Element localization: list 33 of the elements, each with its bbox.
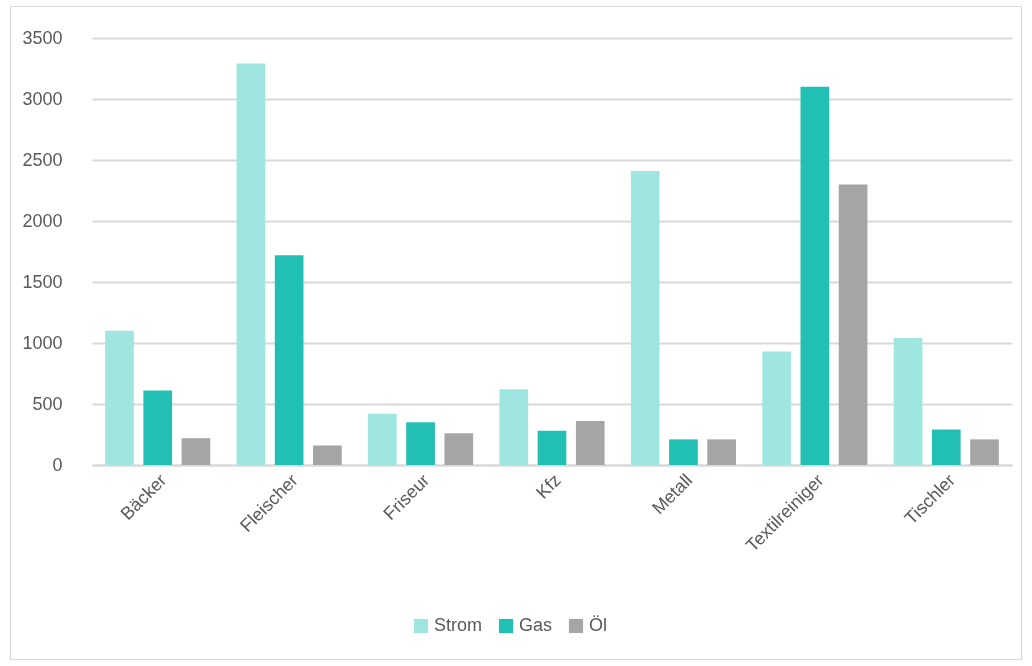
y-tick-label: 1000 (22, 332, 63, 353)
legend-label: Gas (519, 615, 553, 635)
bar (406, 422, 435, 465)
y-tick-label: 3000 (22, 88, 63, 109)
y-tick-label: 1500 (22, 271, 63, 292)
y-tick-label: 2000 (22, 210, 63, 231)
bar (105, 330, 134, 465)
bar (537, 430, 567, 465)
bar (274, 255, 304, 465)
bar (931, 429, 961, 465)
bar (893, 338, 923, 465)
legend-label: Strom (434, 615, 483, 635)
bar (368, 413, 397, 465)
x-tick-label: Kfz (532, 470, 565, 503)
y-tick-label: 2500 (22, 149, 63, 170)
bar (838, 184, 868, 465)
bar (707, 439, 736, 465)
bar (762, 351, 791, 465)
bar (313, 445, 342, 465)
bar (575, 421, 605, 465)
bar (499, 389, 529, 465)
bar (630, 170, 660, 465)
bar (970, 439, 999, 465)
y-tick-label: 0 (52, 454, 63, 475)
legend-label: Öl (589, 615, 607, 635)
y-tick-label: 3500 (22, 27, 63, 48)
bar (236, 63, 266, 465)
bar (143, 390, 173, 465)
bar (444, 433, 474, 465)
bar (800, 86, 830, 465)
bar (181, 438, 211, 465)
y-tick-label: 500 (32, 393, 63, 414)
bar (669, 439, 698, 465)
